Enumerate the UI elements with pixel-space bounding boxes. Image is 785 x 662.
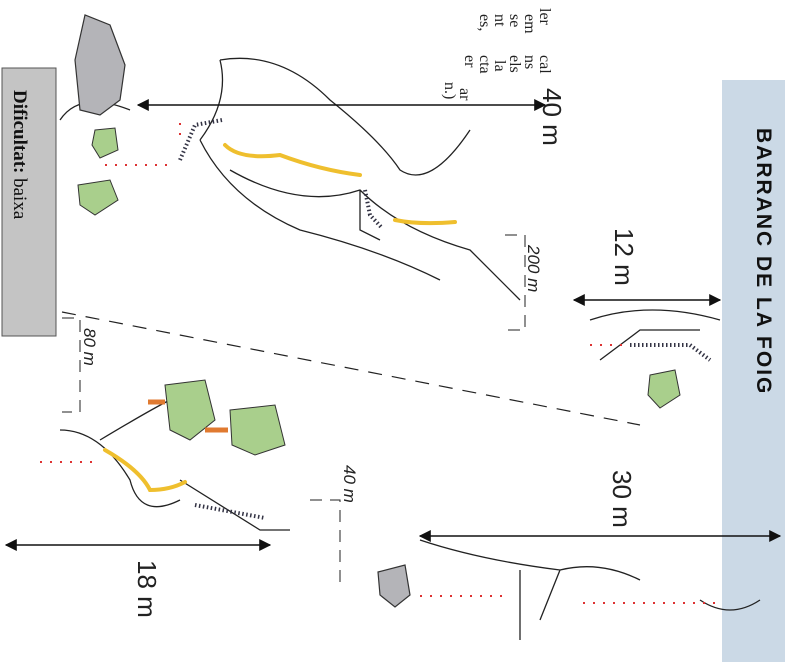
text-fragment: er [461, 55, 478, 68]
info-value: baixa [9, 178, 30, 220]
scale-bracket [310, 499, 341, 590]
info-box [1, 67, 57, 337]
section-divider [61, 311, 641, 426]
measurement: 30 m [607, 470, 637, 528]
hatched-section [178, 118, 223, 161]
scale-label: 80 m [80, 328, 99, 366]
text-fragment: ar [456, 88, 473, 101]
route-line [393, 218, 457, 226]
rock [74, 14, 126, 116]
scale-label: 200 m [524, 244, 543, 292]
scale-bracket [62, 317, 81, 413]
canyon-wall [59, 57, 761, 640]
info-label: Dificultat: [9, 90, 30, 173]
text-fragment: cal [536, 55, 553, 74]
scale-label: 40 m [340, 465, 359, 503]
tree [77, 179, 119, 216]
hatched-section [363, 189, 384, 230]
text-fragment: nt [491, 14, 508, 27]
title: BARRANC DE LA FOIG [752, 128, 775, 395]
text-fragment: se [506, 14, 523, 27]
text-fragment: ler [536, 8, 553, 26]
title-band [722, 80, 785, 662]
tree [647, 369, 681, 409]
text-fragment: es, [476, 14, 493, 31]
tree [164, 379, 216, 441]
text-fragment: els [506, 55, 523, 73]
tree [91, 127, 119, 159]
text-fragment: n.) [441, 82, 458, 99]
route-line [223, 143, 362, 177]
scale-bracket [505, 234, 526, 331]
text-fragment: em [521, 14, 538, 34]
route-line [103, 448, 187, 493]
hatched-section [630, 343, 712, 362]
measurement: 40 m [537, 88, 567, 146]
measurement: 12 m [609, 228, 639, 286]
rock [377, 564, 411, 608]
text-fragment: ns [521, 55, 538, 69]
info-text: Dificultat: baixa [9, 90, 30, 220]
tree [229, 404, 286, 456]
text-fragment: cta [476, 55, 493, 74]
text-fragment: la [491, 60, 508, 72]
measurement: 18 m [132, 560, 162, 618]
